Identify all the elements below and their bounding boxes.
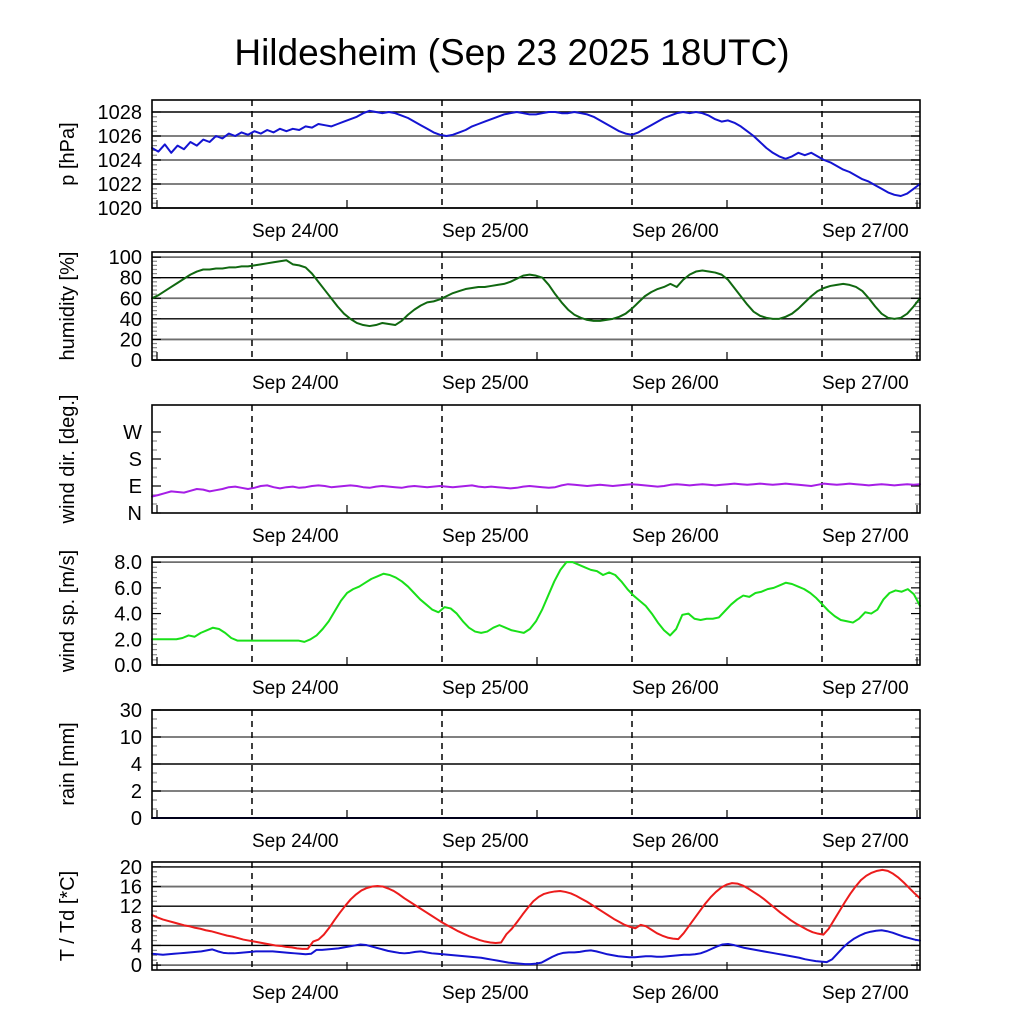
xtick-label-rain-1: Sep 25/00 bbox=[442, 831, 529, 852]
xtick-label-rain-2: Sep 26/00 bbox=[632, 831, 719, 852]
xtick-label-temperature-3: Sep 27/00 bbox=[822, 983, 909, 1004]
xtick-label-temperature-2: Sep 26/00 bbox=[632, 983, 719, 1004]
ytick-label-pressure-1: 1022 bbox=[98, 174, 143, 196]
ytick-label-rain-3: 10 bbox=[120, 727, 142, 749]
ytick-label-humidity-0: 0 bbox=[131, 350, 142, 372]
ylabel-pressure: p [hPa] bbox=[57, 122, 79, 185]
ytick-label-humidity-2: 40 bbox=[120, 309, 142, 331]
ytick-label-pressure-0: 1020 bbox=[98, 198, 143, 220]
xtick-label-wind_dir-3: Sep 27/00 bbox=[822, 526, 909, 547]
xtick-label-wind_dir-1: Sep 25/00 bbox=[442, 526, 529, 547]
trace-wind_speed bbox=[151, 561, 921, 643]
ytick-label-pressure-4: 1028 bbox=[98, 102, 143, 124]
xtick-label-humidity-3: Sep 27/00 bbox=[822, 373, 909, 394]
trace-wind_dir bbox=[151, 482, 921, 498]
ytick-label-rain-2: 4 bbox=[131, 754, 142, 776]
ytick-label-humidity-5: 100 bbox=[109, 247, 142, 269]
xtick-label-wind_dir-0: Sep 24/00 bbox=[252, 526, 339, 547]
xtick-label-temperature-0: Sep 24/00 bbox=[252, 983, 339, 1004]
ytick-label-wind_speed-4: 8.0 bbox=[114, 552, 142, 574]
ytick-label-rain-0: 0 bbox=[131, 808, 142, 830]
xtick-label-pressure-1: Sep 25/00 bbox=[442, 221, 529, 242]
ytick-label-temperature-0: 0 bbox=[131, 955, 142, 977]
panel-wind_speed: 0.0 2.0 4.0 6.0 8.0 wind sp. [m/s] Sep 24/00 Se… bbox=[57, 550, 921, 699]
ylabel-wind_speed: wind sp. [m/s] bbox=[57, 550, 79, 673]
page-title: Hildesheim (Sep 23 2025 18UTC) bbox=[234, 32, 789, 73]
xtick-label-pressure-2: Sep 26/00 bbox=[632, 221, 719, 242]
xtick-label-pressure-0: Sep 24/00 bbox=[252, 221, 339, 242]
trace-pressure bbox=[151, 109, 921, 197]
xtick-label-temperature-1: Sep 25/00 bbox=[442, 983, 529, 1004]
ytick-label-pressure-3: 1026 bbox=[98, 126, 143, 148]
xtick-label-pressure-3: Sep 27/00 bbox=[822, 221, 909, 242]
ytick-label-wind_dir-1: E bbox=[129, 476, 142, 498]
ytick-label-wind_dir-0: N bbox=[128, 503, 142, 525]
xtick-label-wind_speed-2: Sep 26/00 bbox=[632, 678, 719, 699]
ytick-label-humidity-1: 20 bbox=[120, 329, 142, 351]
xtick-label-humidity-2: Sep 26/00 bbox=[632, 373, 719, 394]
ytick-label-humidity-4: 80 bbox=[120, 268, 142, 290]
ylabel-humidity: humidity [%] bbox=[57, 252, 79, 361]
xtick-label-humidity-0: Sep 24/00 bbox=[252, 373, 339, 394]
plot-frame-wind_dir bbox=[151, 404, 921, 514]
ytick-label-wind_dir-3: W bbox=[123, 422, 142, 444]
ytick-label-wind_speed-2: 4.0 bbox=[114, 604, 142, 626]
ytick-label-wind_speed-0: 0.0 bbox=[114, 655, 142, 677]
xtick-label-wind_speed-0: Sep 24/00 bbox=[252, 678, 339, 699]
ytick-label-wind_speed-1: 2.0 bbox=[114, 629, 142, 651]
plot-frame-humidity bbox=[151, 251, 921, 361]
ytick-label-humidity-3: 60 bbox=[120, 288, 142, 310]
ytick-label-temperature-1: 4 bbox=[131, 935, 142, 957]
ytick-label-rain-1: 2 bbox=[131, 781, 142, 803]
trace-temperature-Td bbox=[151, 929, 921, 966]
plot-frame-temperature bbox=[151, 861, 921, 971]
ytick-label-wind_speed-3: 6.0 bbox=[114, 578, 142, 600]
ylabel-temperature: T / Td [*C] bbox=[57, 871, 79, 961]
plot-frame-wind_speed bbox=[151, 556, 921, 666]
plot-frame-rain bbox=[151, 709, 921, 819]
xtick-label-wind_dir-2: Sep 26/00 bbox=[632, 526, 719, 547]
ytick-label-wind_dir-2: S bbox=[129, 449, 142, 471]
trace-temperature-T bbox=[151, 868, 921, 950]
trace-humidity bbox=[151, 259, 921, 328]
ytick-label-temperature-2: 8 bbox=[131, 916, 142, 938]
ytick-label-temperature-3: 12 bbox=[120, 896, 142, 918]
ytick-label-temperature-4: 16 bbox=[120, 877, 142, 899]
xtick-label-rain-0: Sep 24/00 bbox=[252, 831, 339, 852]
xtick-label-wind_speed-3: Sep 27/00 bbox=[822, 678, 909, 699]
plot-frame-pressure bbox=[151, 99, 921, 209]
ytick-label-pressure-2: 1024 bbox=[98, 150, 143, 172]
xtick-label-wind_speed-1: Sep 25/00 bbox=[442, 678, 529, 699]
panel-rain: 0 2 4 10 30 rain [mm] Sep 24/00 Sep 25/00 Sep 26… bbox=[57, 700, 921, 852]
ytick-label-temperature-5: 20 bbox=[120, 857, 142, 879]
ylabel-wind_dir: wind dir. [deg.] bbox=[57, 395, 79, 525]
ytick-label-rain-4: 30 bbox=[120, 700, 142, 722]
xtick-label-humidity-1: Sep 25/00 bbox=[442, 373, 529, 394]
ylabel-rain: rain [mm] bbox=[57, 722, 79, 805]
xtick-label-rain-3: Sep 27/00 bbox=[822, 831, 909, 852]
